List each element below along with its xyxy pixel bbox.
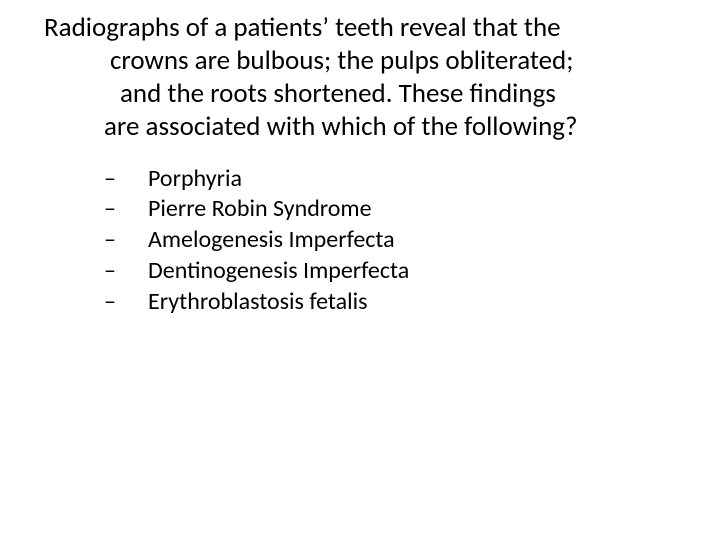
option-3: – Amelogenesis Imperfecta (104, 225, 676, 256)
slide: { "slide": { "background_color": "#fffff… (0, 0, 720, 540)
bullet-icon: – (104, 256, 148, 287)
bullet-icon: – (104, 225, 148, 256)
bullet-icon: – (104, 194, 148, 225)
answer-options: – Porphyria – Pierre Robin Syndrome – Am… (44, 164, 676, 318)
question-stem: Radiographs of a patients’ teeth reveal … (44, 12, 676, 144)
option-5: – Erythroblastosis fetalis (104, 287, 676, 318)
option-label: Pierre Robin Syndrome (148, 194, 372, 225)
bullet-icon: – (104, 164, 148, 195)
option-label: Amelogenesis Imperfecta (148, 225, 395, 256)
option-label: Erythroblastosis fetalis (148, 287, 368, 318)
option-label: Porphyria (148, 164, 242, 195)
option-label: Dentinogenesis Imperfecta (148, 256, 409, 287)
option-1: – Porphyria (104, 164, 676, 195)
question-line-4: are associated with which of the followi… (44, 111, 676, 144)
question-line-3: and the roots shortened. These findings (44, 78, 676, 111)
question-line-1: Radiographs of a patients’ teeth reveal … (44, 12, 676, 45)
bullet-icon: – (104, 287, 148, 318)
question-line-2: crowns are bulbous; the pulps obliterate… (44, 45, 676, 78)
option-4: – Dentinogenesis Imperfecta (104, 256, 676, 287)
option-2: – Pierre Robin Syndrome (104, 194, 676, 225)
